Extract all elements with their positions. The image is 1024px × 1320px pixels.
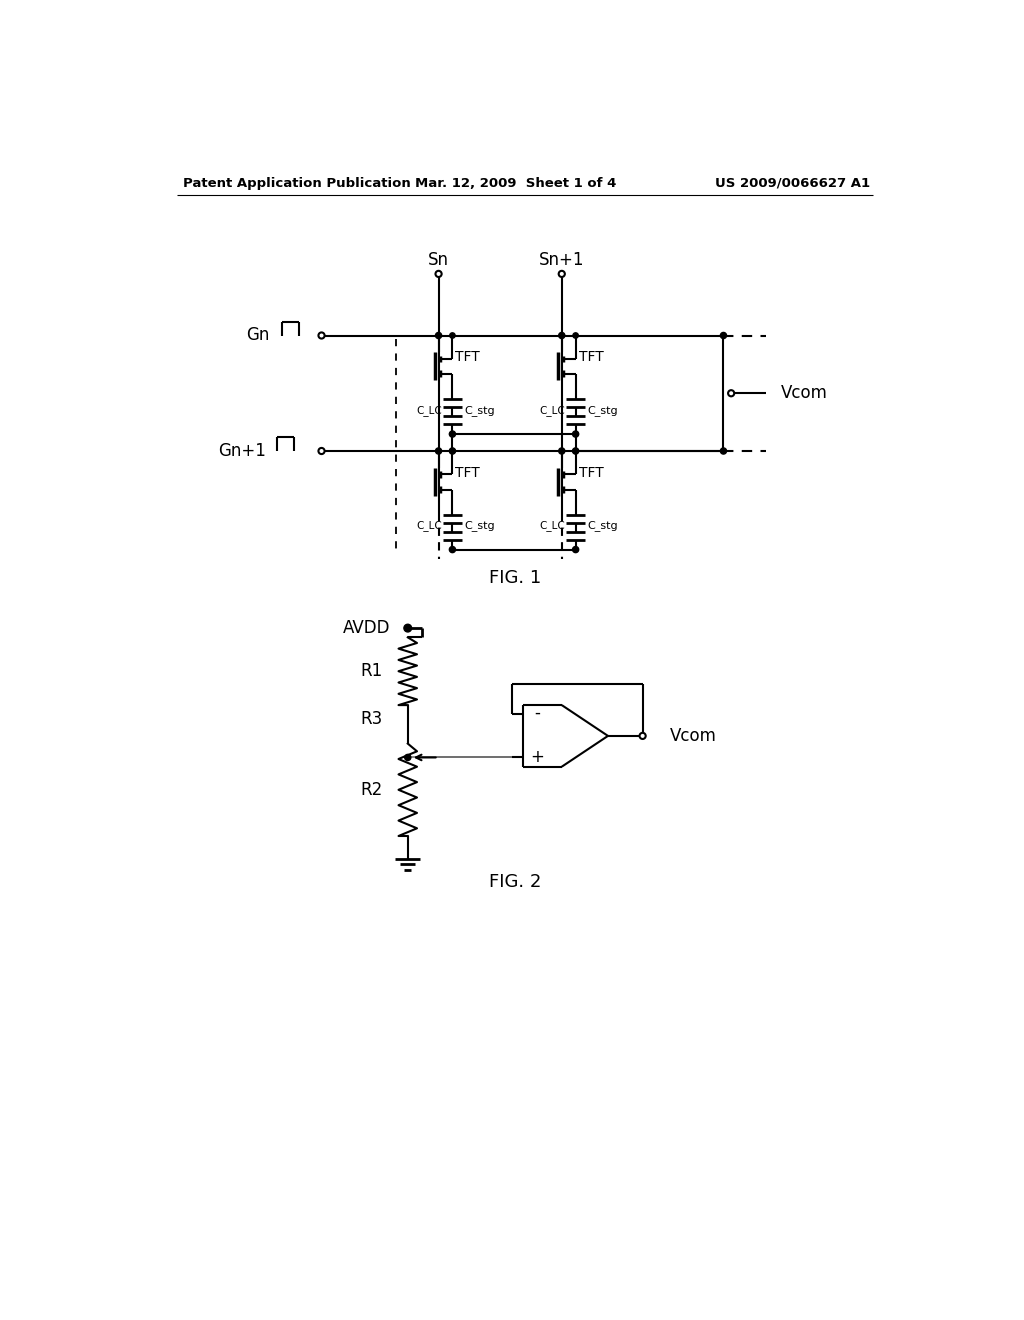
Text: US 2009/0066627 A1: US 2009/0066627 A1 [715,177,869,190]
Circle shape [572,447,579,454]
Text: TFT: TFT [579,466,603,479]
Circle shape [559,447,565,454]
Text: Vcom: Vcom [670,727,717,744]
Text: FIG. 2: FIG. 2 [489,874,542,891]
Circle shape [559,333,565,339]
Circle shape [720,333,727,339]
Circle shape [435,271,441,277]
Text: C_LC: C_LC [416,405,441,416]
Text: Sn+1: Sn+1 [539,251,585,269]
Text: R1: R1 [360,663,383,680]
Circle shape [450,449,455,454]
Circle shape [450,546,456,553]
Circle shape [318,447,325,454]
Circle shape [435,447,441,454]
Circle shape [450,333,455,338]
Text: Gn: Gn [246,326,269,345]
Text: C_stg: C_stg [587,405,617,416]
Text: R3: R3 [360,710,383,727]
Circle shape [572,546,579,553]
Text: +: + [530,748,544,767]
Text: FIG. 1: FIG. 1 [489,569,542,587]
Text: C_stg: C_stg [464,520,495,531]
Circle shape [728,391,734,396]
Circle shape [435,333,441,339]
Circle shape [403,624,412,632]
Text: C_LC: C_LC [539,520,565,531]
Text: Vcom: Vcom [781,384,828,403]
Circle shape [404,755,411,760]
Circle shape [318,333,325,339]
Text: C_stg: C_stg [587,520,617,531]
Text: -: - [535,704,540,722]
Circle shape [572,432,579,437]
Text: Mar. 12, 2009  Sheet 1 of 4: Mar. 12, 2009 Sheet 1 of 4 [415,177,616,190]
Circle shape [572,449,579,454]
Text: C_LC: C_LC [416,520,441,531]
Text: TFT: TFT [456,466,480,479]
Circle shape [559,271,565,277]
Text: R2: R2 [360,781,383,799]
Text: AVDD: AVDD [343,619,391,638]
Circle shape [450,447,456,454]
Text: Gn+1: Gn+1 [218,442,266,459]
Text: C_stg: C_stg [464,405,495,416]
Text: Patent Application Publication: Patent Application Publication [183,177,411,190]
Circle shape [572,333,579,338]
Circle shape [450,432,456,437]
Circle shape [720,447,727,454]
Text: TFT: TFT [456,350,480,364]
Text: C_LC: C_LC [539,405,565,416]
Circle shape [640,733,646,739]
Text: Sn: Sn [428,251,450,269]
Text: TFT: TFT [579,350,603,364]
